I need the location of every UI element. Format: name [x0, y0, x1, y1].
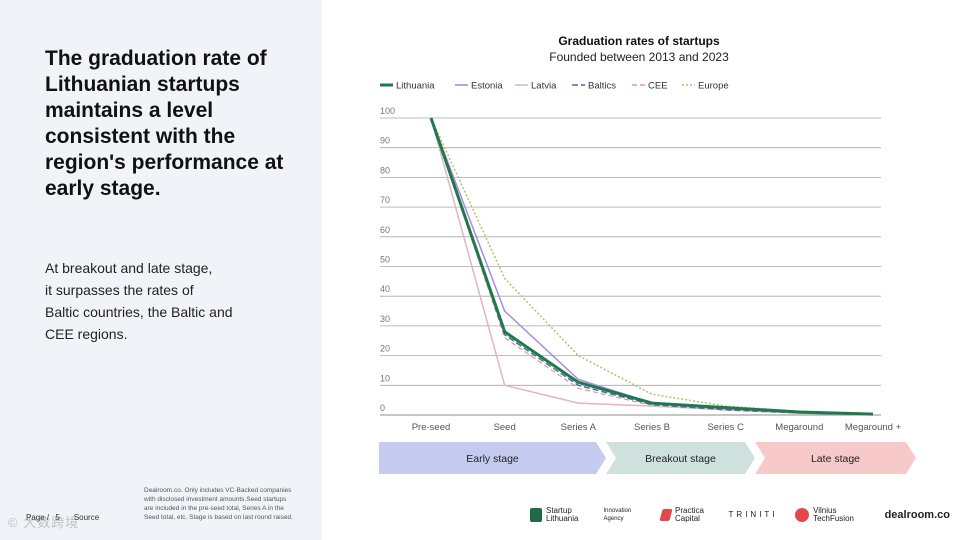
- stage-arrow-0: [379, 442, 606, 474]
- stage-banner: Early stage Breakout stage Late stage: [379, 442, 916, 474]
- stage-label-0: Early stage: [466, 453, 519, 465]
- x-tick-label: Megaround: [775, 422, 823, 433]
- body-line: it surpasses the rates of: [45, 282, 194, 298]
- y-tick-label: 10: [380, 373, 390, 383]
- body-line: At breakout and late stage,: [45, 260, 213, 276]
- chart-legend: Lithuania Estonia Latvia Baltics CEE Europe: [380, 81, 729, 92]
- source-footnote: Dealroom.co. Only includes VC-Backed com…: [144, 487, 293, 521]
- x-tick-label: Series A: [561, 422, 597, 433]
- logo-startup-lithuania: Startup Lithuania: [530, 507, 586, 523]
- y-tick-label: 90: [380, 136, 390, 146]
- y-tick-label: 60: [380, 225, 390, 235]
- y-tick-label: 0: [380, 403, 385, 413]
- watermark: © 大数跨境: [8, 515, 80, 530]
- chart-series: [429, 117, 874, 416]
- y-tick-label: 30: [380, 314, 390, 324]
- practica-icon: [659, 509, 673, 521]
- x-tick-label: Series B: [634, 422, 670, 433]
- page-number: 5: [55, 513, 60, 522]
- page-source: Source: [73, 513, 100, 522]
- body-line: Baltic countries, the Baltic and: [45, 304, 233, 320]
- x-tick-label: Megaround +: [845, 422, 902, 433]
- body-line: CEE regions.: [45, 326, 128, 342]
- y-tick-label: 20: [380, 344, 390, 354]
- page-label: Page / 5 Source: [26, 513, 100, 522]
- legend-label-latvia: Latvia: [531, 81, 557, 92]
- logo-practica-capital: Practica Capital: [659, 507, 711, 523]
- stage-label-1: Breakout stage: [645, 453, 716, 465]
- y-tick-label: 50: [380, 255, 390, 265]
- legend-label-cee: CEE: [648, 81, 668, 92]
- series-line-europe: [430, 117, 874, 415]
- legend-label-baltics: Baltics: [588, 81, 616, 92]
- y-tick-label: 70: [380, 195, 390, 205]
- y-axis-ticks: 0 10 20 30 40 50 60 70 80 90 100: [380, 106, 395, 413]
- y-tick-label: 80: [380, 165, 390, 175]
- x-tick-label: Pre-seed: [412, 422, 451, 433]
- left-panel: [0, 0, 322, 540]
- partner-logos: Startup Lithuania Innovation Agency Prac…: [530, 498, 950, 532]
- x-axis-ticks: Pre-seed Seed Series A Series B Series C Mega…: [412, 422, 902, 433]
- logo-triniti: TRINITI: [728, 510, 778, 519]
- x-tick-label: Seed: [494, 422, 516, 433]
- series-line-lithuania: [429, 117, 874, 416]
- stage-arrow-2: [755, 442, 916, 474]
- y-tick-label: 100: [380, 106, 395, 116]
- legend-label-europe: Europe: [698, 81, 729, 92]
- chart-gridlines: [380, 117, 881, 416]
- logo-dealroom: dealroom.co: [884, 509, 950, 521]
- y-tick-label: 40: [380, 284, 390, 294]
- headline: The graduation rate of Lithuanian startu…: [45, 47, 284, 200]
- chart-subtitle: Founded between 2013 and 2023: [549, 50, 729, 64]
- graduation-chart: Graduation rates of startups Founded bet…: [380, 34, 902, 433]
- stage-arrow-1: [606, 442, 755, 474]
- logo-vilnius-techfusion: Vilnius TechFusion: [795, 507, 867, 523]
- startup-lithuania-icon: [530, 508, 542, 522]
- page-label-text: Page: [26, 513, 45, 522]
- logo-innovation-agency: Innovation Agency: [603, 508, 632, 522]
- vilnius-icon: [795, 508, 810, 522]
- x-tick-label: Series C: [707, 422, 744, 433]
- legend-label-lithuania: Lithuania: [396, 81, 435, 92]
- stage-label-2: Late stage: [811, 453, 860, 465]
- legend-label-estonia: Estonia: [471, 81, 503, 92]
- chart-title: Graduation rates of startups: [558, 34, 720, 48]
- body-text: At breakout and late stage, it surpasses…: [45, 257, 275, 345]
